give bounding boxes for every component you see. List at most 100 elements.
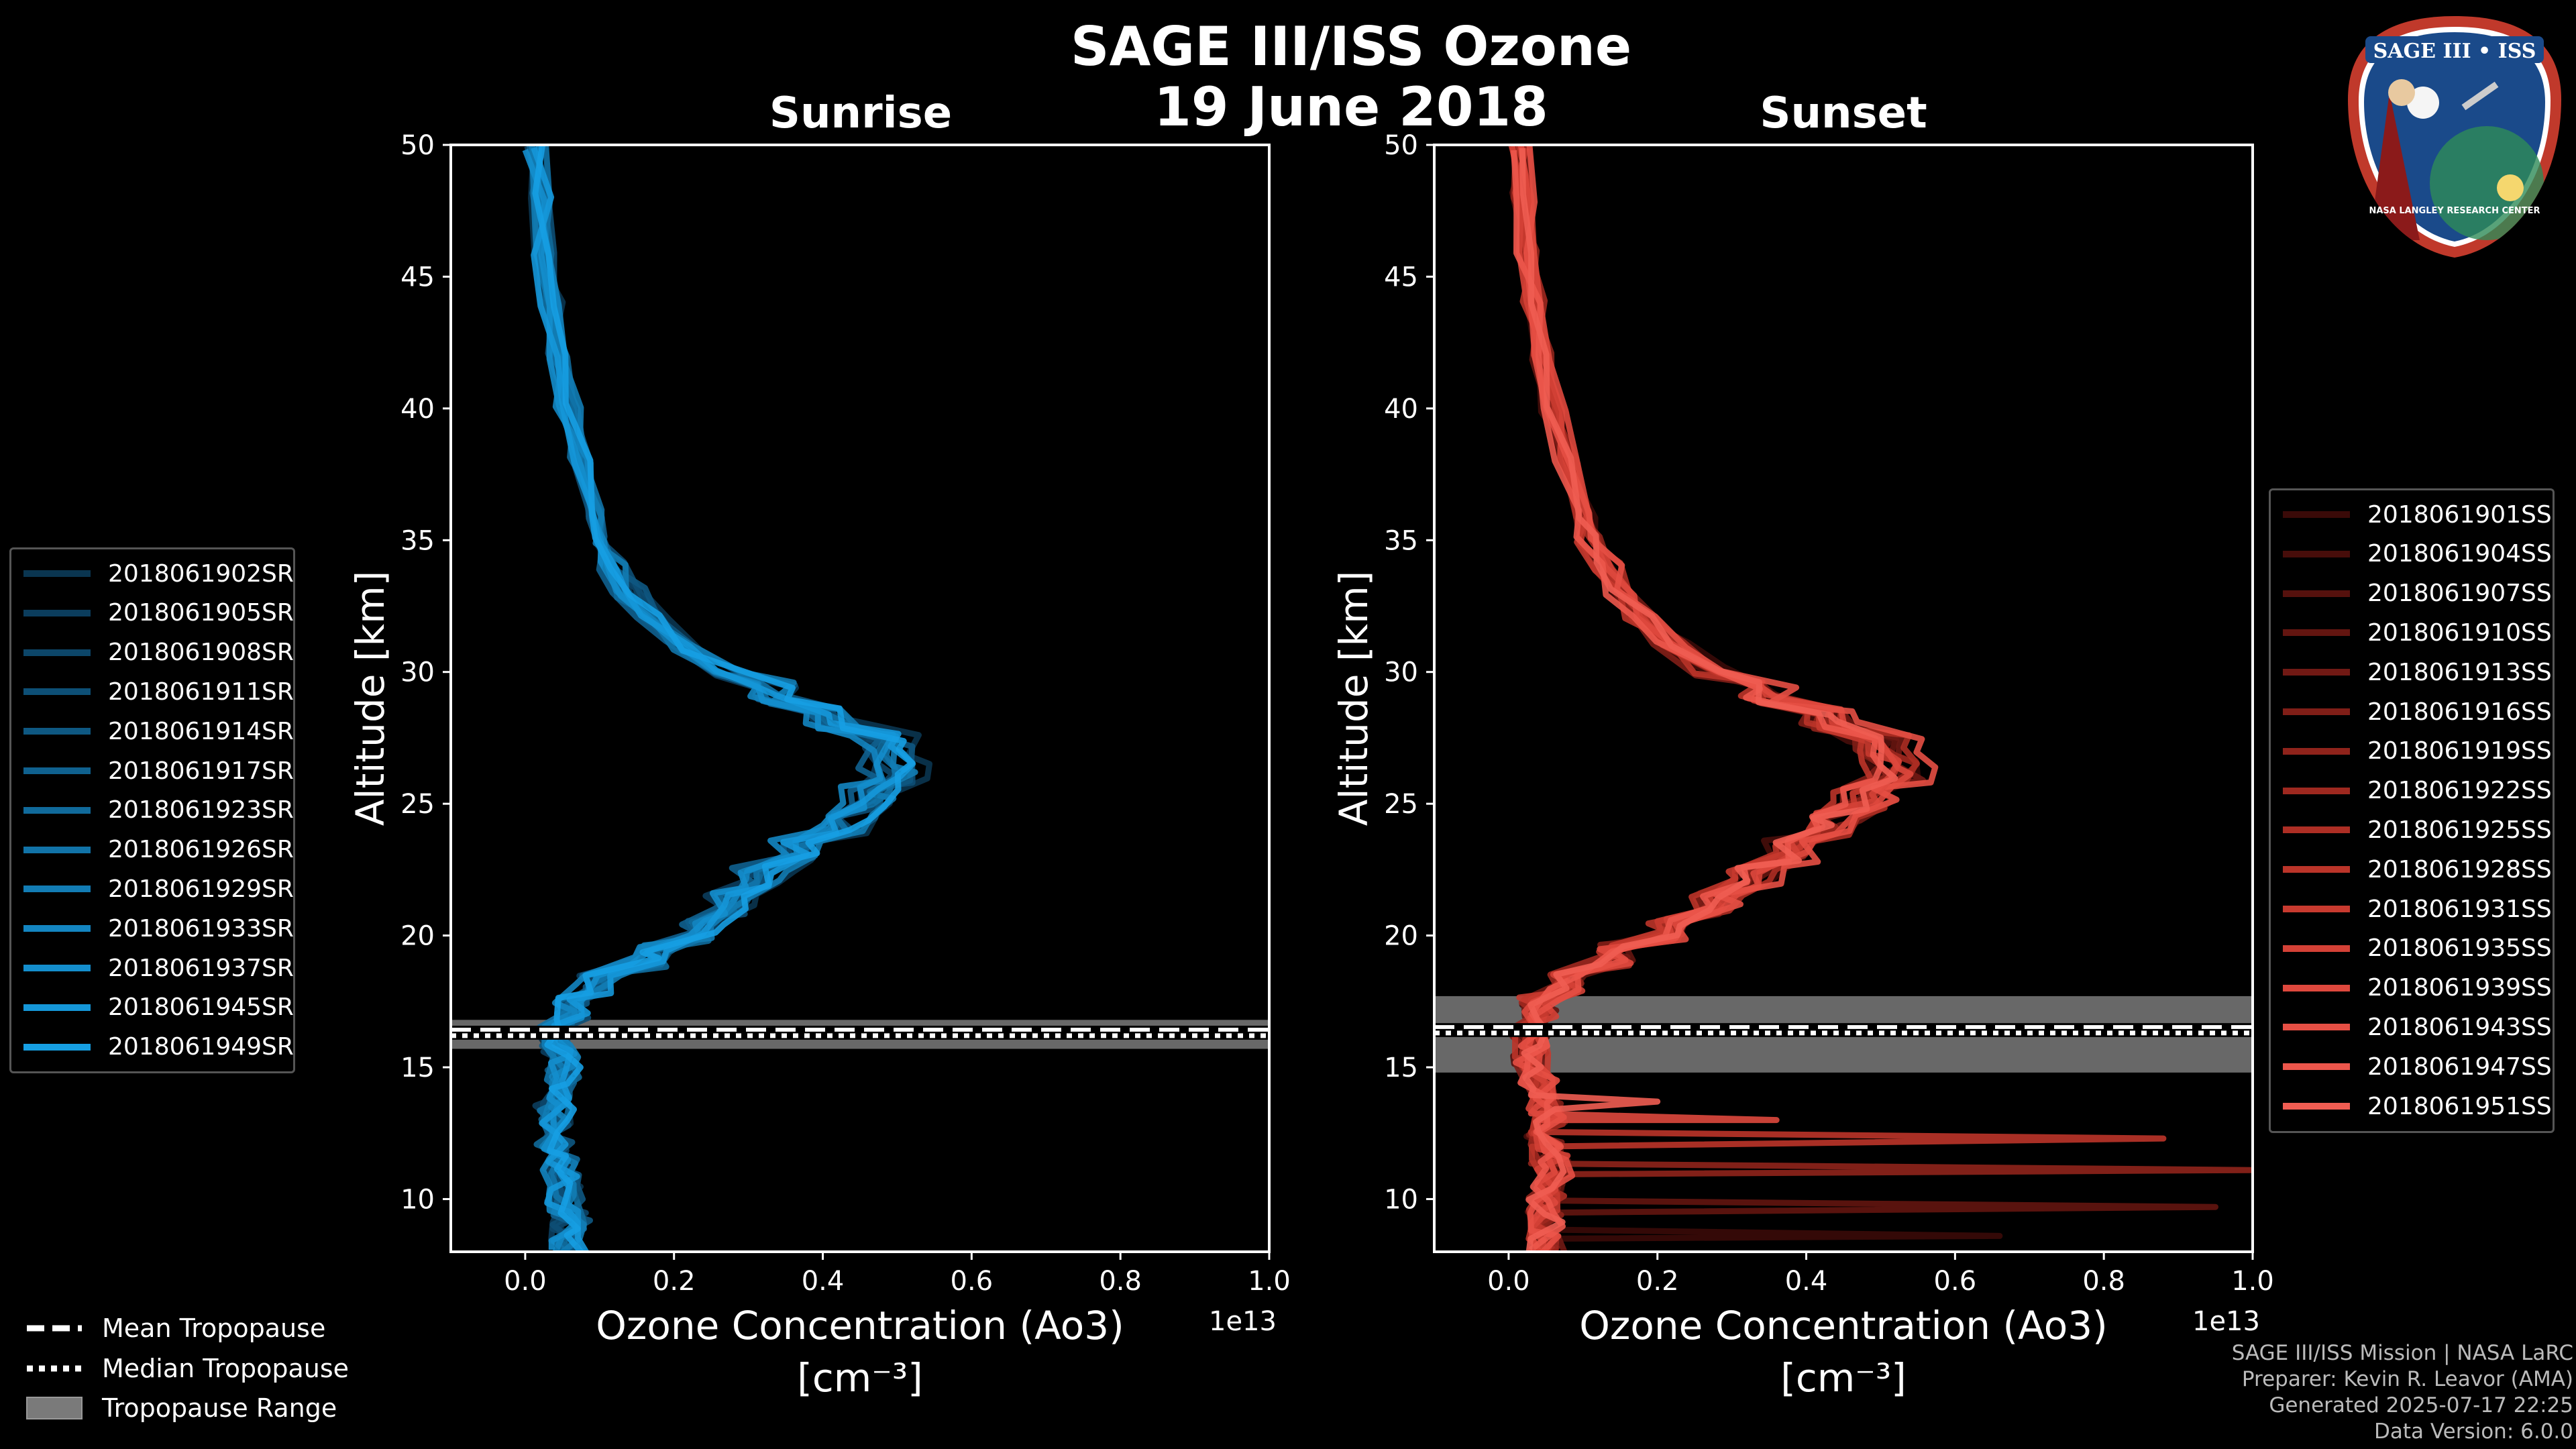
series-line-2018061943SS bbox=[1512, 145, 1939, 1252]
legend-label: 2018061917SR bbox=[108, 757, 294, 785]
legend-entry: 2018061937SR bbox=[11, 949, 294, 987]
series-line-2018061902SR bbox=[528, 145, 932, 1252]
series-line-2018061911SR bbox=[533, 145, 916, 1252]
legend-entry: 2018061949SR bbox=[11, 1028, 294, 1067]
sunrise-y-tick-label: 45 bbox=[400, 262, 435, 292]
legend-swatch bbox=[2283, 826, 2350, 834]
legend-label: 2018061923SR bbox=[108, 796, 294, 824]
legend-swatch bbox=[2283, 590, 2350, 597]
legend-entry: 2018061926SR bbox=[11, 830, 294, 869]
sunrise-plot-area bbox=[451, 145, 1269, 1252]
legend-entry: 2018061928SS bbox=[2271, 850, 2552, 889]
sunrise-y-tick-label: 50 bbox=[400, 130, 435, 161]
series-line-2018061916SS bbox=[1509, 148, 1884, 1252]
legend-swatch bbox=[23, 570, 91, 577]
sunrise-x-tick-label: 0.4 bbox=[802, 1266, 845, 1297]
sunset-x-tick-label: 0.0 bbox=[1487, 1266, 1530, 1297]
sunset-x-offset-label: 1e13 bbox=[2192, 1306, 2260, 1337]
tropopause-legend-label-median: Median Tropopause bbox=[102, 1354, 349, 1383]
legend-entry: 2018061939SS bbox=[2271, 969, 2552, 1008]
legend-swatch bbox=[2283, 629, 2350, 637]
legend-swatch bbox=[23, 1043, 91, 1051]
sunrise-x-axis-units: [cm⁻³] bbox=[797, 1355, 923, 1401]
legend-label: 2018061949SR bbox=[108, 1033, 294, 1061]
sunset-y-tick-label: 30 bbox=[1384, 657, 1418, 688]
tropopause-range-swatch bbox=[26, 1397, 83, 1419]
legend-label: 2018061939SS bbox=[2367, 974, 2552, 1002]
legend-swatch bbox=[2283, 747, 2350, 755]
series-line-2018061914SR bbox=[529, 145, 916, 1252]
badge-earth-icon bbox=[2430, 126, 2544, 240]
sunset-chart: 0.0 0.2 0.4 0.6 0.8 1.0 10 15 20 25 30 35 40 45 50 1e13… bbox=[1331, 130, 2274, 1401]
sunrise-y-axis-label: Altitude [km] bbox=[347, 571, 393, 826]
legend-swatch bbox=[2283, 511, 2350, 518]
legend-swatch bbox=[2283, 1063, 2350, 1071]
badge-figure-icon bbox=[2369, 93, 2420, 240]
legend-swatch bbox=[23, 649, 91, 656]
legend-label: 2018061914SR bbox=[108, 717, 294, 745]
legend-swatch bbox=[2283, 945, 2350, 952]
legend-entry: 2018061902SR bbox=[11, 554, 294, 593]
legend-entry: 2018061943SS bbox=[2271, 1008, 2552, 1046]
legend-entry: 2018061917SR bbox=[11, 751, 294, 790]
series-line-2018061929SR bbox=[529, 145, 918, 1252]
legend-swatch bbox=[2283, 787, 2350, 794]
sunrise-x-tick-label: 0.6 bbox=[951, 1266, 994, 1297]
tropopause-legend-label-range: Tropopause Range bbox=[101, 1393, 337, 1423]
legend-entry: 2018061907SS bbox=[2271, 574, 2552, 613]
legend-entry: 2018061904SS bbox=[2271, 535, 2552, 574]
legend-entry: 2018061935SS bbox=[2271, 929, 2552, 968]
legend-swatch bbox=[23, 965, 91, 971]
sunrise-legend: 2018061902SR 2018061905SR 2018061908SR 2018… bbox=[9, 547, 295, 1074]
series-line-2018061913SS bbox=[1518, 145, 1926, 1252]
sunset-x-tick-label: 0.6 bbox=[1934, 1266, 1977, 1297]
credits-line-4: Data Version: 6.0.0 bbox=[2373, 1419, 2573, 1444]
legend-label: 2018061929SR bbox=[108, 875, 294, 903]
sunset-y-tick-label: 10 bbox=[1384, 1184, 1418, 1215]
legend-swatch bbox=[23, 728, 91, 735]
series-line-2018061926SR bbox=[536, 146, 898, 1252]
sunset-y-tick-label: 50 bbox=[1384, 130, 1418, 161]
legend-entry: 2018061914SR bbox=[11, 712, 294, 751]
series-line-2018061935SS bbox=[1509, 146, 1902, 1250]
figure-title-line1: SAGE III/ISS Ozone bbox=[1070, 15, 1632, 78]
series-line-2018061917SR bbox=[526, 145, 883, 1252]
legend-label: 2018061904SS bbox=[2367, 540, 2552, 568]
sunrise-y-tick-label: 35 bbox=[400, 525, 435, 556]
credits-line-3: Generated 2025-07-17 22:25 bbox=[2269, 1393, 2573, 1417]
legend-label: 2018061937SR bbox=[108, 954, 294, 982]
sunrise-y-tick-label: 30 bbox=[400, 657, 435, 688]
sunrise-x-axis-label: Ozone Concentration (Ao3) bbox=[596, 1303, 1124, 1348]
legend-entry: 2018061945SR bbox=[11, 988, 294, 1027]
legend-swatch bbox=[23, 925, 91, 932]
sunset-panel-title: Sunset bbox=[1760, 89, 1927, 138]
legend-label: 2018061911SR bbox=[108, 678, 294, 706]
legend-swatch bbox=[23, 846, 91, 853]
sunrise-x-tick-label: 0.8 bbox=[1099, 1266, 1142, 1297]
legend-label: 2018061916SS bbox=[2367, 698, 2552, 726]
legend-label: 2018061935SS bbox=[2367, 934, 2552, 963]
series-line-2018061905SR bbox=[532, 148, 880, 1252]
credits-line-1: SAGE III/ISS Mission | NASA LaRC bbox=[2231, 1341, 2573, 1365]
sunrise-axes-frame bbox=[449, 144, 1271, 1253]
legend-label: 2018061902SR bbox=[108, 559, 294, 588]
legend-entry: 2018061916SS bbox=[2271, 692, 2552, 731]
sunrise-x-tick-label: 1.0 bbox=[1248, 1266, 1291, 1297]
sunset-x-axis-units: [cm⁻³] bbox=[1780, 1355, 1907, 1401]
legend-entry: 2018061905SR bbox=[11, 594, 294, 633]
legend-label: 2018061908SR bbox=[108, 639, 294, 667]
sage-mission-badge: SAGE III • ISS NASA LANGLEY RESEARCH CEN… bbox=[2348, 16, 2561, 258]
legend-label: 2018061925SS bbox=[2367, 816, 2552, 844]
series-line-2018061928SS bbox=[1511, 145, 2167, 1252]
legend-label: 2018061943SS bbox=[2367, 1013, 2552, 1041]
series-line-2018061945SR bbox=[531, 146, 916, 1252]
sunrise-x-offset-label: 1e13 bbox=[1209, 1306, 1277, 1337]
legend-swatch bbox=[2283, 1103, 2350, 1110]
sunrise-chart: 0.0 0.2 0.4 0.6 0.8 1.0 10 15 20 25 30 35 40 45 50 1e13… bbox=[347, 130, 1291, 1401]
badge-station-icon bbox=[2461, 81, 2499, 111]
legend-entry: 2018061919SS bbox=[2271, 732, 2552, 771]
series-line-2018061904SS bbox=[1514, 146, 1888, 1252]
sunset-y-axis-label: Altitude [km] bbox=[1331, 571, 1377, 826]
legend-entry: 2018061913SS bbox=[2271, 653, 2552, 692]
legend-entry: 2018061908SR bbox=[11, 633, 294, 672]
